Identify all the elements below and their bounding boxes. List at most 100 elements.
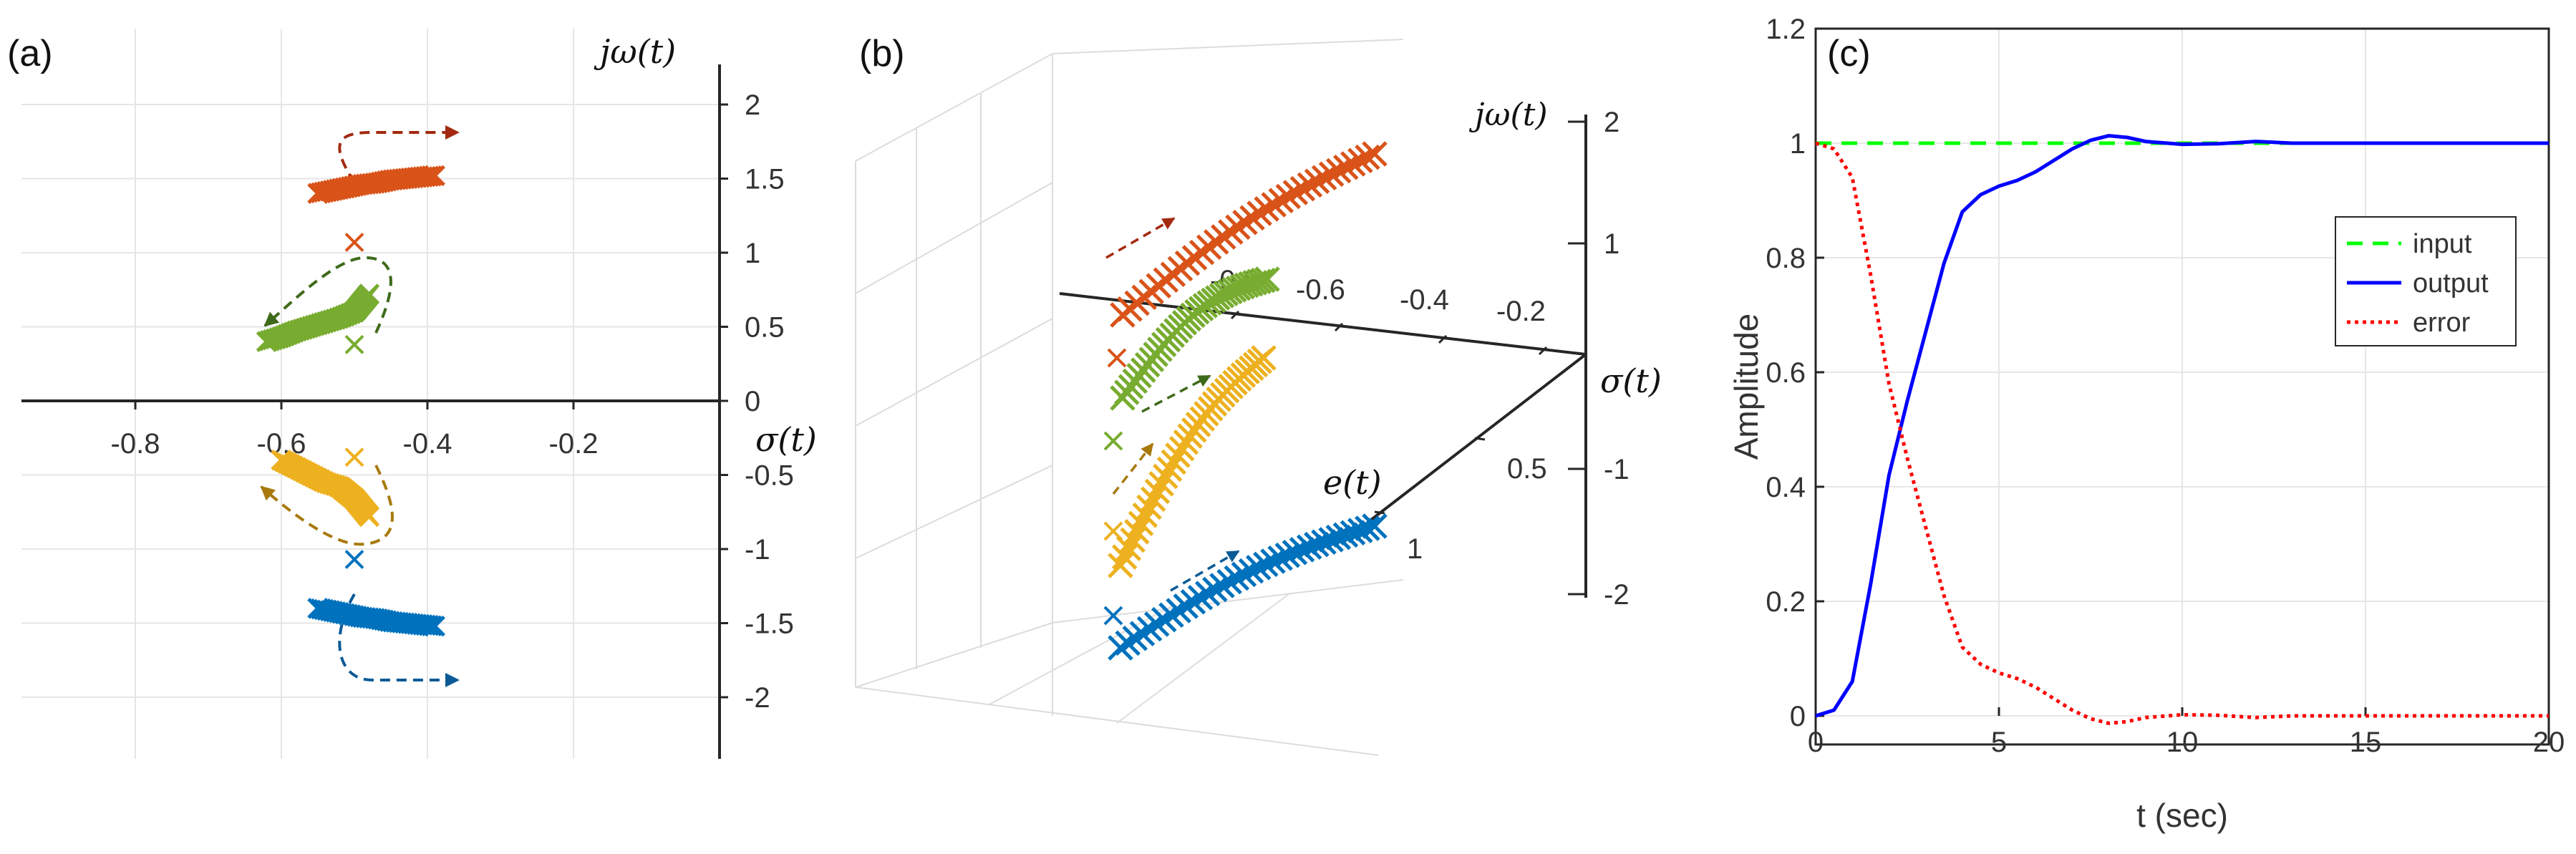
panel-b-trajectory-marker — [1231, 561, 1257, 588]
panel-a-start-marker — [344, 233, 364, 252]
panel-b-trajectory-marker — [1136, 616, 1163, 642]
panel-a-xtick-label: -0.4 — [403, 428, 452, 460]
panel-b-trajectory-marker — [1143, 611, 1170, 637]
panel-c-ticks: 0 5 10 15 20 0 0.2 0.4 0.6 0.8 1 1.2 — [1766, 14, 2565, 758]
panel-a-ytick-label: -1.5 — [745, 608, 794, 640]
panel-a-ticks: -0.8 -0.6 -0.4 -0.2 2 1.5 1 0.5 0 -0.5 -1 -1.5 -2 — [111, 89, 794, 714]
panel-b-trajectory-marker — [1166, 598, 1191, 623]
panel-b-trajectory-marker — [1268, 188, 1294, 213]
panel-b-trajectory-marker — [1311, 529, 1337, 555]
panel-c-ytick-label: 0 — [1790, 701, 1806, 732]
panel-a-trajectory-marker — [421, 165, 442, 187]
panel-a-trajectory-marker — [418, 165, 440, 187]
panel-c-line-output — [1815, 134, 2549, 718]
panel-a-trajectory-arrows — [260, 125, 460, 687]
panel-b-trajectory-marker — [1282, 539, 1308, 566]
panel-c-xtick-label: 0 — [1808, 727, 1824, 758]
panel-b-arrow-pole-4 — [1170, 550, 1240, 592]
panel-b-trajectory-marker — [1332, 522, 1359, 548]
panel-b-trajectory-marker — [1318, 527, 1344, 553]
panel-b-start-marker — [1103, 431, 1123, 451]
panel-b-trajectory-marker — [1129, 621, 1156, 646]
panel-b-ztick — [1374, 510, 1385, 515]
panel-b-trajectory-marker — [1260, 548, 1286, 574]
panel-c-xtick-label: 10 — [2166, 727, 2199, 758]
panel-c-ytick-label: 1 — [1790, 128, 1806, 160]
panel-c-xtick-label: 5 — [1991, 727, 2007, 758]
panel-b-trajectory-marker — [1254, 196, 1279, 222]
panel-c-legend-label-output: output — [2413, 268, 2489, 299]
panel-b-ytick-label: 1 — [1604, 228, 1619, 260]
panel-a-arrow-pole-2 — [263, 256, 392, 334]
panel-b-ytick-label: -1 — [1604, 454, 1630, 485]
panel-b-trajectory-marker — [1253, 551, 1279, 578]
panel-b-trajectory-marker — [1340, 520, 1366, 546]
panel-b-trajectory-marker — [1124, 519, 1150, 545]
panel-b-arrow-pole-2 — [1141, 374, 1211, 413]
panel-a-markers — [256, 165, 445, 637]
panel-b-trajectory-marker — [1355, 515, 1380, 541]
panel-b-trajectory-marker — [1347, 147, 1373, 174]
panel-b-trajectory-marker — [1209, 573, 1235, 598]
panel-b-trajectory-marker — [1111, 544, 1138, 570]
panel-b-trajectory-marker — [1238, 558, 1264, 584]
panel-b-trajectory-marker — [1187, 585, 1214, 611]
panel-b-xlabel: σ(t) — [1600, 362, 1662, 400]
panel-b-start-marker — [1107, 348, 1127, 368]
panel-b-ztick — [1474, 437, 1486, 441]
panel-c-xtick-label: 15 — [2350, 727, 2382, 758]
panel-c-legend-label-input: input — [2413, 229, 2472, 259]
panel-b-arrow-pole-3 — [1112, 442, 1154, 495]
panel-b-trajectory-marker — [1282, 180, 1309, 205]
panel-a-trajectory-marker — [418, 615, 440, 636]
panel-b-trajectory-marker — [1156, 456, 1183, 482]
panel-c-legend-label-error: error — [2413, 308, 2471, 338]
panel-b-trajectory-marker — [1216, 568, 1242, 595]
panel-b-markers — [1103, 141, 1388, 661]
panel-b-sigma-axis — [1059, 292, 1587, 356]
panel-a-ytick-label: 0.5 — [745, 312, 785, 344]
panel-b-ticks: -0.8 -0.6 -0.4 -0.221-1-20.51 — [1210, 107, 1630, 611]
panel-c-ylabel: Amplitude — [1728, 314, 1765, 460]
panel-a-trajectory-marker — [421, 615, 442, 636]
panel-b-start-marker — [1103, 606, 1123, 626]
panel-b-trajectory-marker — [1274, 542, 1301, 568]
panel-b-trajectory-marker — [1140, 486, 1166, 513]
panel-b-trajectory-marker — [1194, 581, 1221, 606]
panel-b-trajectory-marker — [1158, 602, 1184, 629]
panel-a-trajectory-marker — [358, 505, 380, 528]
panel-b-zlabel: e(t) — [1323, 463, 1382, 502]
panel-b-ylabel: jω(t) — [1468, 97, 1548, 133]
panel-c-grid — [1815, 28, 2550, 717]
panel-b-trajectory-marker — [1340, 151, 1366, 177]
panel-b-trajectory-marker — [1289, 175, 1316, 202]
panel-a-trajectory-marker — [424, 615, 445, 637]
panel-b-xtick-label: -0.2 — [1496, 296, 1546, 327]
panel-b-trajectory-marker — [1296, 534, 1322, 561]
panel-a-ytick-label: -1 — [745, 534, 770, 566]
panel-b-trajectory-marker — [1254, 266, 1280, 292]
panel-a-ytick-label: 1.5 — [745, 164, 785, 195]
panel-c-step-response: 0 5 10 15 20 0 0.2 0.4 0.6 0.8 1 1.2 t (sec) Amplit… — [1728, 14, 2565, 834]
panel-b-trajectory-marker — [1297, 172, 1323, 198]
panel-b-xtick — [1438, 334, 1448, 344]
panel-b-trajectory-arrows — [1105, 217, 1240, 592]
panel-b-trajectory-marker — [1108, 553, 1133, 578]
panel-c-ytick-label: 0.6 — [1766, 357, 1806, 389]
panel-a-xtick-label: -0.2 — [549, 428, 599, 460]
panel-c-ytick-label: 0.2 — [1766, 586, 1806, 618]
panel-label-a: (a) — [7, 33, 53, 74]
panel-b-trajectory-marker — [1161, 449, 1187, 475]
panel-c-ytick-label: 1.2 — [1766, 14, 1806, 45]
panel-b-box-grid — [855, 39, 1404, 756]
panel-b-ztick-label: 1 — [1407, 533, 1423, 565]
panel-b-trajectory-marker — [1362, 141, 1388, 167]
panel-c-xlabel: t (sec) — [2136, 797, 2228, 834]
panel-b-ytick-label: 2 — [1604, 107, 1619, 138]
panel-c-legend: input output error — [2335, 216, 2517, 346]
panel-label-c: (c) — [1827, 33, 1871, 74]
panel-c-ytick-label: 0.8 — [1766, 243, 1806, 274]
panel-b-xtick-label: -0.4 — [1400, 284, 1449, 316]
panel-a-xtick-label: -0.6 — [257, 428, 306, 460]
